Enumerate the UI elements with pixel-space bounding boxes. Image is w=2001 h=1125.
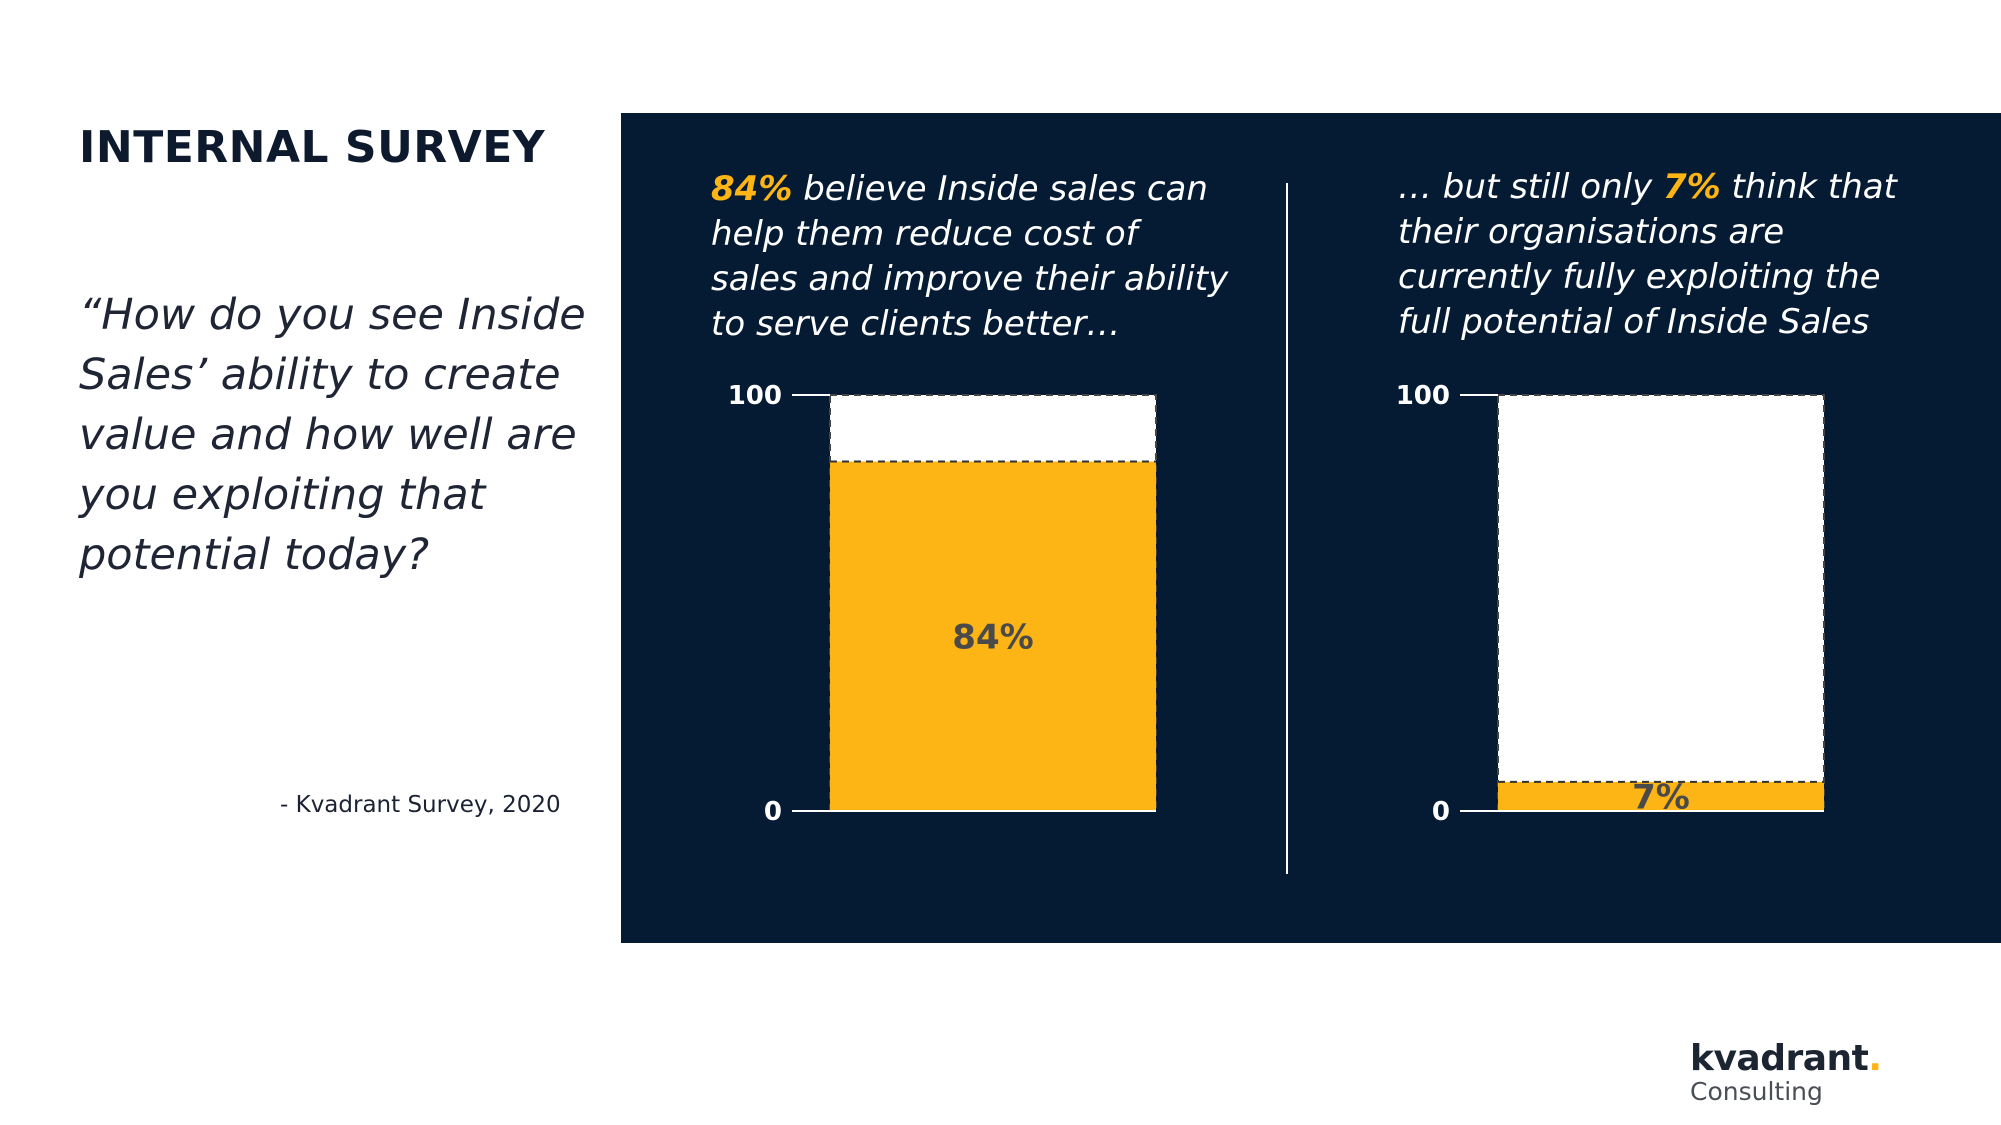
bar-value xyxy=(830,461,1156,811)
axis-tick-label: 0 xyxy=(764,797,782,827)
logo-wordmark: kvadrant xyxy=(1690,1038,1869,1079)
left-caption-highlight: 84% xyxy=(711,169,793,209)
bar-data-label: 7% xyxy=(1632,777,1690,817)
left-caption: 84% believe Inside sales can help them r… xyxy=(711,167,1231,347)
axis-tick-label: 100 xyxy=(728,381,782,411)
page-title: INTERNAL SURVEY xyxy=(79,122,546,173)
axis-tick-label: 0 xyxy=(1432,797,1450,827)
survey-source: - Kvadrant Survey, 2020 xyxy=(280,792,561,818)
left-caption-text: believe Inside sales can help them reduc… xyxy=(711,169,1229,344)
kvadrant-logo: kvadrant. Consulting xyxy=(1690,1040,1890,1106)
right-caption: … but still only 7% think that their org… xyxy=(1398,165,1918,345)
right-caption-pre: … but still only xyxy=(1398,167,1663,207)
right-caption-post: think that their organisations are curre… xyxy=(1398,167,1897,342)
bar-data-label: 84% xyxy=(952,617,1033,657)
bar-remainder xyxy=(1497,394,1825,812)
right-caption-highlight: 7% xyxy=(1663,167,1721,207)
bar-value xyxy=(1498,781,1824,811)
survey-question: “How do you see Inside Sales’ ability to… xyxy=(79,290,586,580)
logo-dot: . xyxy=(1868,1038,1882,1079)
panel-divider xyxy=(1286,183,1288,874)
axis-tick-label: 100 xyxy=(1396,381,1450,411)
logo-tagline: Consulting xyxy=(1690,1077,1823,1106)
